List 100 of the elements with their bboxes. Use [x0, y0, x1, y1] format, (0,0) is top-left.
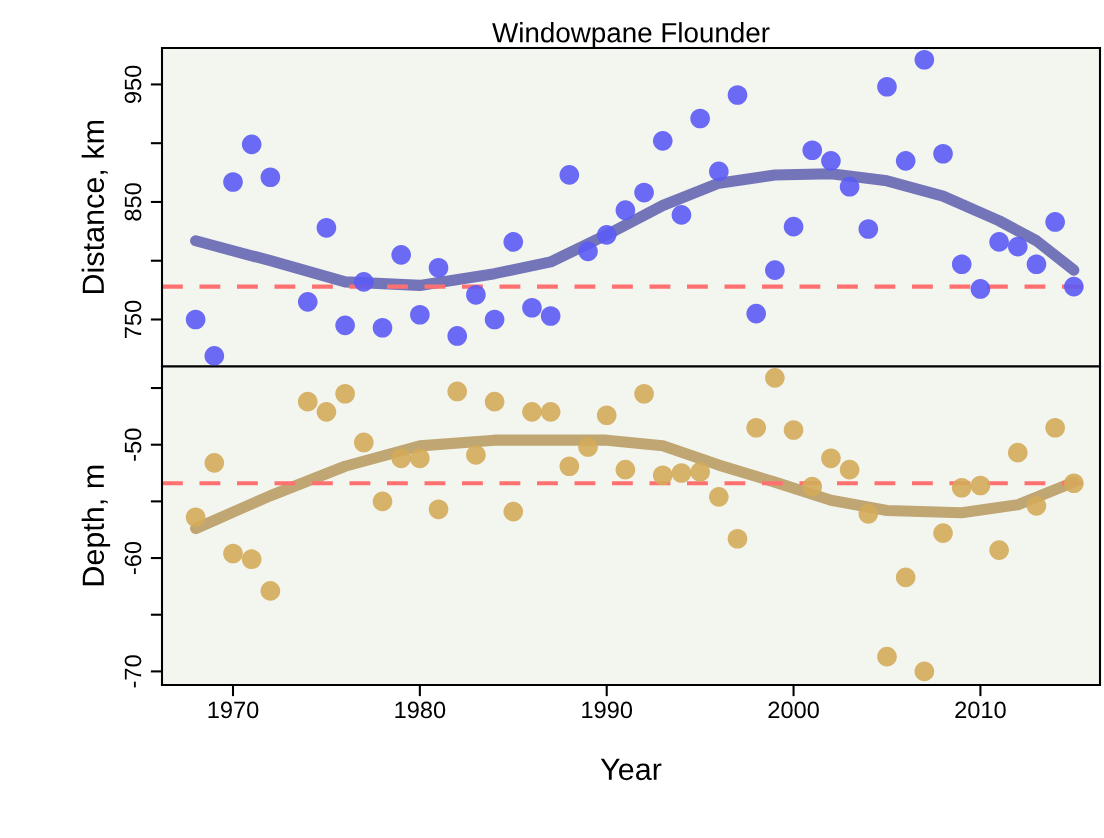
point	[615, 459, 636, 480]
point	[634, 182, 654, 203]
point	[933, 523, 953, 543]
point	[1007, 442, 1028, 463]
point	[410, 448, 430, 469]
point	[989, 540, 1009, 560]
point	[877, 76, 897, 97]
y-tick-label: -70	[124, 655, 142, 688]
point	[391, 448, 411, 469]
point	[877, 646, 897, 667]
point	[596, 225, 617, 245]
y-tick-label: 750	[124, 300, 142, 338]
point	[1007, 236, 1028, 257]
point	[895, 567, 916, 588]
y-tick-label: 850	[124, 183, 142, 221]
point	[951, 477, 972, 498]
point	[260, 167, 281, 188]
point	[895, 151, 916, 171]
point	[316, 218, 337, 238]
point	[335, 383, 355, 404]
point	[596, 405, 617, 426]
point	[989, 232, 1009, 252]
point	[372, 317, 393, 338]
point	[204, 453, 225, 473]
point	[503, 501, 524, 522]
point	[783, 216, 804, 237]
point	[727, 528, 748, 549]
point	[185, 507, 206, 528]
point	[933, 143, 953, 164]
point	[503, 232, 524, 252]
point	[839, 176, 860, 197]
point	[821, 151, 841, 171]
x-tick-label: 1990	[582, 701, 633, 719]
point	[914, 49, 935, 70]
point	[447, 381, 468, 402]
y-axis-title: Distance, km	[81, 120, 108, 294]
point	[709, 487, 729, 507]
point	[1045, 212, 1065, 232]
point	[410, 304, 430, 325]
point	[353, 272, 374, 292]
point	[316, 402, 337, 422]
point	[1064, 276, 1084, 297]
point	[260, 581, 281, 601]
point	[783, 420, 804, 440]
point	[709, 161, 729, 182]
point	[372, 491, 393, 512]
point	[1064, 473, 1084, 494]
point	[690, 108, 710, 129]
point	[522, 402, 542, 422]
point	[447, 326, 468, 346]
point	[1045, 417, 1065, 438]
point	[652, 465, 673, 486]
point	[970, 279, 991, 299]
point	[522, 297, 542, 318]
point	[1026, 254, 1047, 275]
point	[559, 165, 580, 185]
point	[297, 292, 318, 312]
point	[671, 205, 692, 225]
y-tick-label: -60	[124, 541, 142, 575]
point	[559, 456, 580, 477]
point	[353, 432, 374, 453]
point	[802, 476, 823, 497]
point	[690, 462, 710, 482]
point	[223, 172, 243, 192]
point	[727, 85, 748, 105]
point	[204, 346, 225, 366]
point	[241, 549, 262, 570]
chart-title: Windowpane Flounder	[492, 22, 770, 48]
point	[185, 309, 206, 330]
point	[223, 543, 243, 564]
x-tick-label: 1980	[395, 701, 446, 719]
point	[428, 499, 449, 520]
x-tick-label: 2010	[955, 701, 1006, 719]
point	[578, 437, 598, 457]
point	[1026, 496, 1047, 516]
x-axis-title: Year	[600, 758, 662, 781]
point	[335, 315, 355, 336]
point	[765, 260, 785, 280]
point	[839, 459, 860, 480]
point	[297, 391, 318, 412]
x-tick-label: 2000	[768, 701, 819, 719]
point	[391, 245, 411, 265]
point	[484, 391, 505, 412]
point	[540, 402, 561, 422]
y-tick-label: 950	[124, 65, 142, 104]
y-tick-label: -50	[124, 428, 142, 461]
y-axis-title: Depth, m	[81, 465, 111, 586]
point	[671, 463, 692, 483]
point	[746, 417, 767, 438]
point	[634, 383, 654, 404]
point	[821, 448, 841, 469]
point	[951, 254, 972, 275]
point	[466, 284, 486, 305]
point	[484, 309, 505, 330]
point	[428, 257, 449, 278]
point	[615, 200, 636, 221]
point	[914, 661, 935, 682]
point	[746, 303, 767, 324]
point	[466, 445, 486, 465]
point	[858, 504, 879, 524]
